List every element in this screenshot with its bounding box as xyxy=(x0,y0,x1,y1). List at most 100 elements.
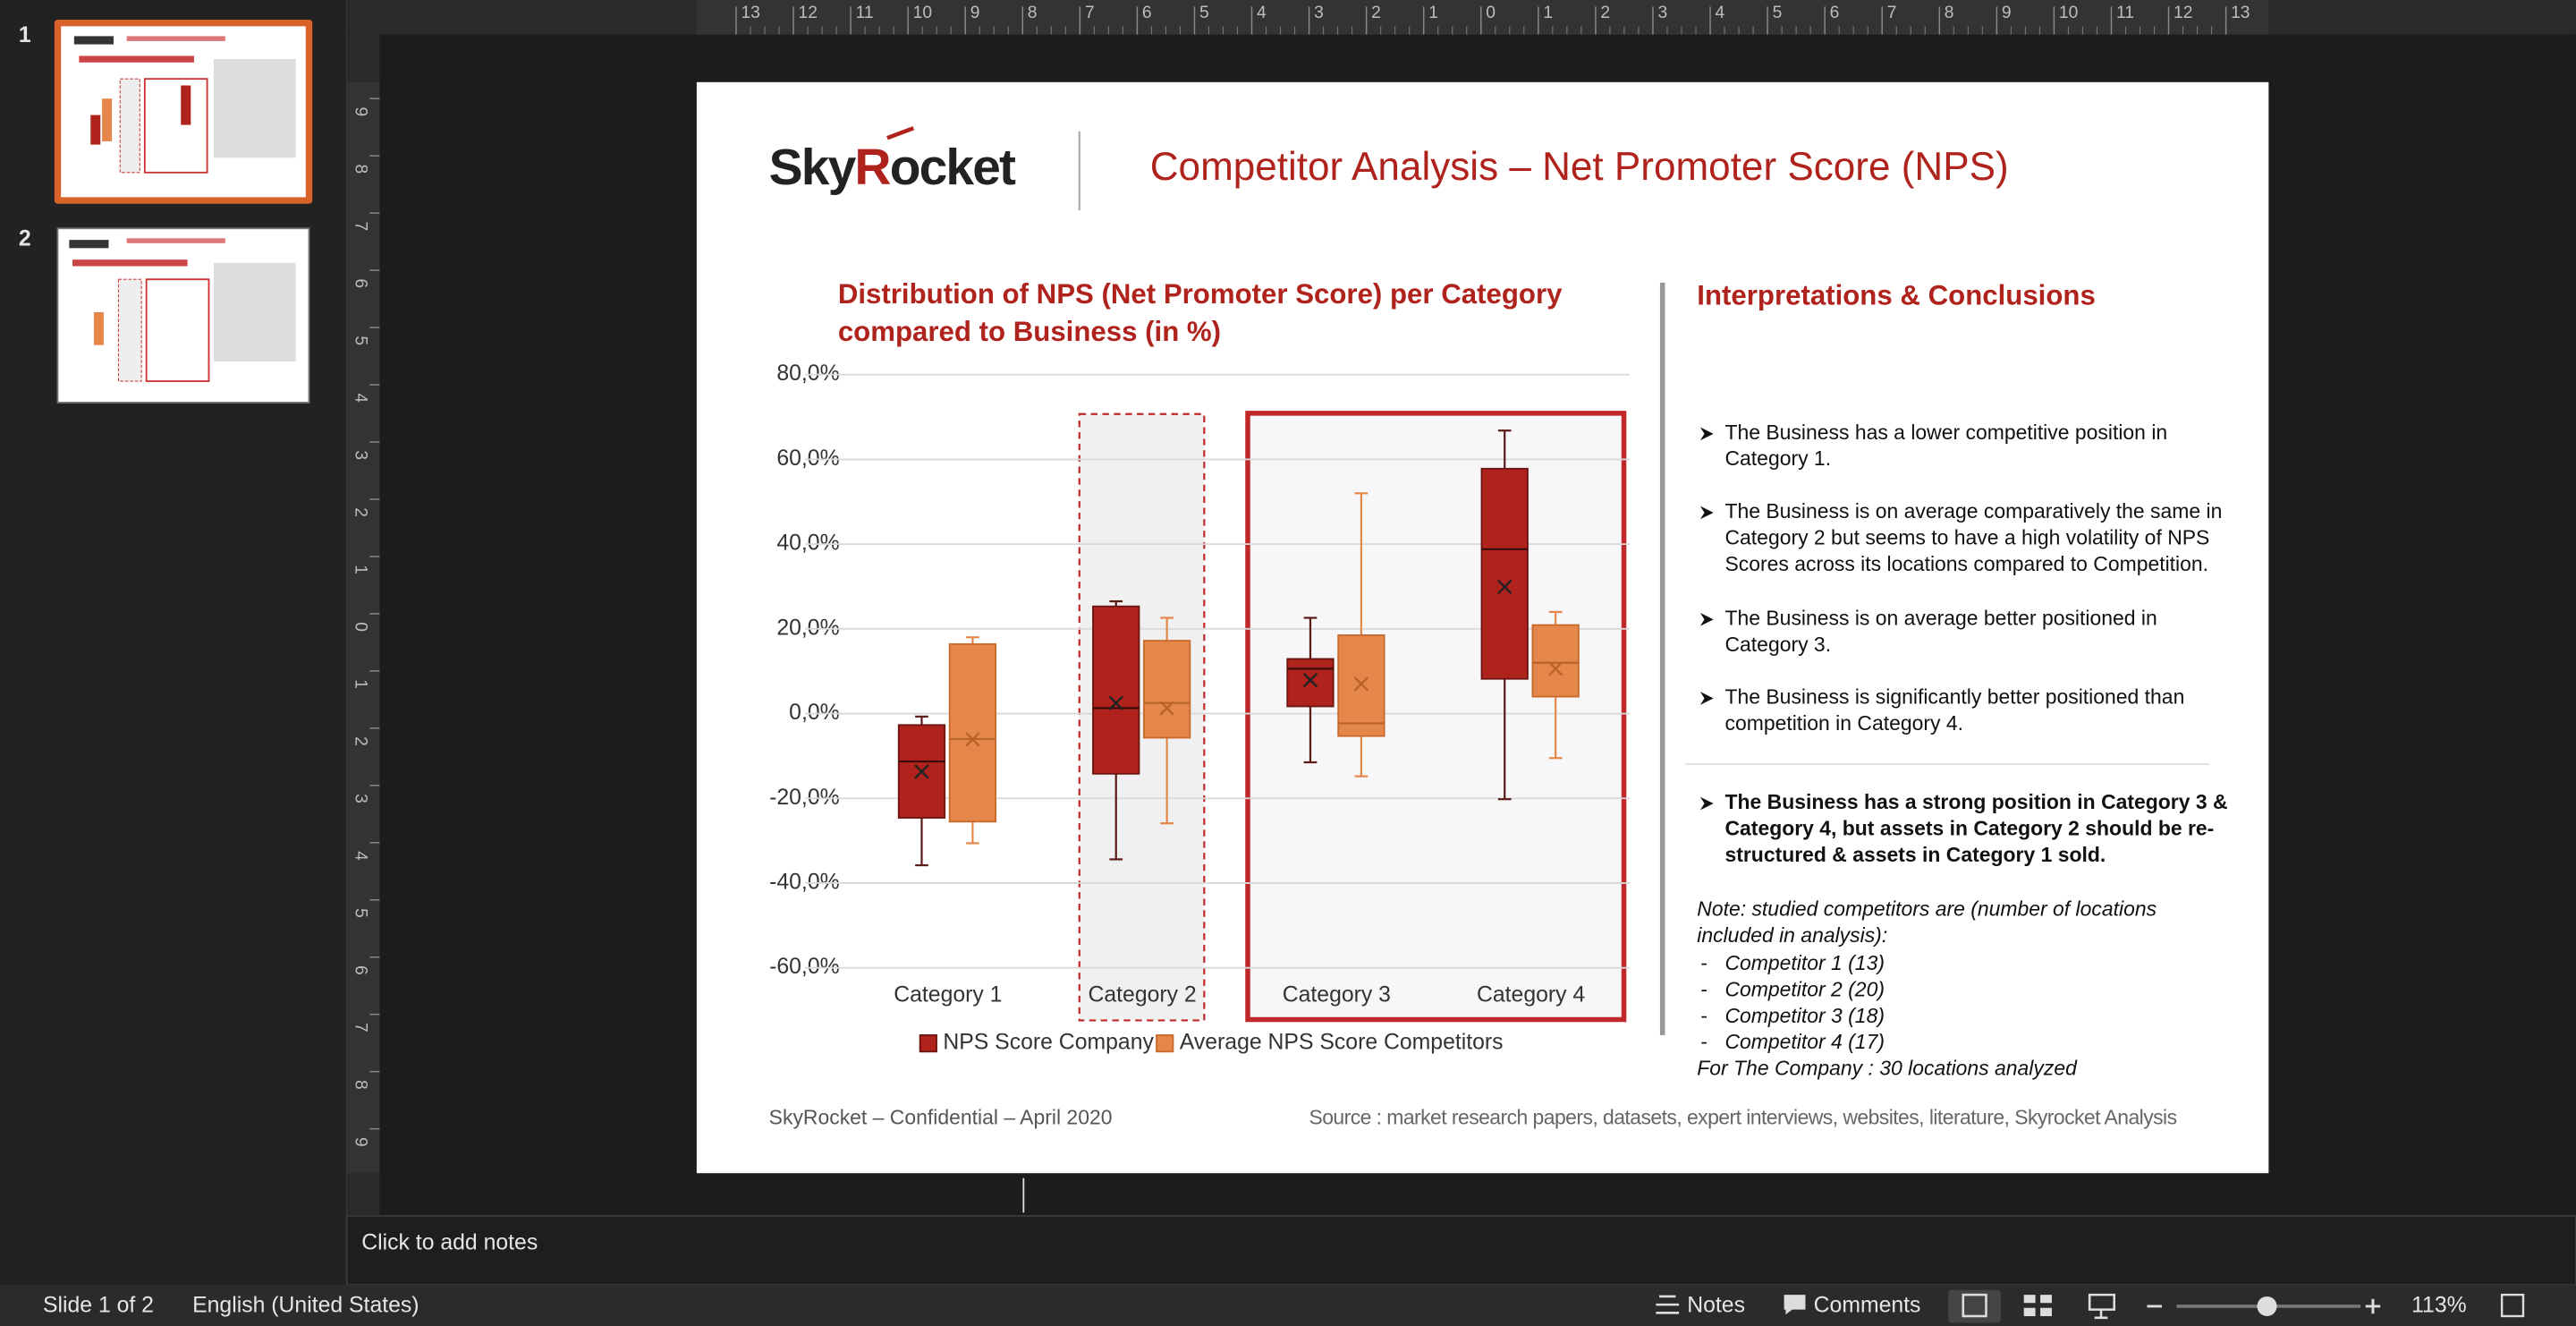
ruler-label: 2 xyxy=(1371,4,1381,22)
ruler-slide-span xyxy=(346,81,380,1174)
ruler-label: 12 xyxy=(2174,4,2192,22)
language[interactable]: English (United States) xyxy=(192,1294,419,1318)
ruler-label: 7 xyxy=(1085,4,1095,22)
box-plot xyxy=(948,636,997,845)
mean-marker xyxy=(1108,695,1123,710)
note-marker: - xyxy=(1700,977,1707,1000)
note-marker: - xyxy=(1700,951,1707,974)
notes-icon xyxy=(1656,1295,1680,1314)
conclusion-text: structured & assets in Category 1 sold. xyxy=(1724,843,2106,866)
ruler-label: 5 xyxy=(1773,4,1783,22)
slide-navigator xyxy=(0,0,347,1286)
comments-button[interactable]: Comments xyxy=(1784,1294,1921,1318)
thumb-text xyxy=(213,59,296,158)
box-plot xyxy=(1337,492,1385,778)
thumb-title xyxy=(126,36,225,41)
note-item: Competitor 3 (18) xyxy=(1724,1004,1884,1027)
ruler-label: 10 xyxy=(2059,4,2078,22)
thumb-shape xyxy=(90,115,101,145)
ruler-label: 4 xyxy=(1257,4,1267,22)
ruler-label: 9 xyxy=(970,4,980,22)
mean-marker xyxy=(1159,701,1174,716)
bullet-icon xyxy=(1699,692,1714,705)
ruler-label: 2 xyxy=(351,507,369,517)
slide-indicator: Slide 1 of 2 xyxy=(43,1294,154,1318)
panel-divider xyxy=(1659,282,1665,1035)
ruler-label: 8 xyxy=(1945,4,1954,22)
bullet-text: Scores across its locations compared to … xyxy=(1724,552,2208,575)
note-text: included in analysis): xyxy=(1697,923,1887,947)
ruler-label: 7 xyxy=(351,1023,369,1033)
mean-marker xyxy=(1547,661,1563,676)
footer: SkyRocket – Confidential – April 2020 xyxy=(769,1106,1113,1129)
slide-title: Competitor Analysis – Net Promoter Score… xyxy=(1150,145,2009,189)
notes-label: Notes xyxy=(1687,1294,1745,1318)
logo: SkyRocket xyxy=(769,139,1016,196)
ruler-label: 3 xyxy=(351,450,369,460)
bullet-text: The Business is on average better positi… xyxy=(1724,606,2157,629)
bullet-text: Category 2 but seems to have a high vola… xyxy=(1724,525,2209,548)
ruler-label: 5 xyxy=(351,336,369,345)
thumbnail[interactable] xyxy=(54,20,313,204)
comments-label: Comments xyxy=(1814,1294,1921,1318)
ruler-label: 9 xyxy=(2002,4,2012,22)
fit-button[interactable] xyxy=(2500,1293,2525,1318)
ruler-label: 6 xyxy=(1830,4,1840,22)
bullet-text: competition in Category 4. xyxy=(1724,711,1962,735)
logo-accent xyxy=(886,126,915,140)
zoom-in[interactable] xyxy=(2365,1298,2381,1314)
bullet-text: The Business is on average comparatively… xyxy=(1724,499,2222,523)
ruler-label: 4 xyxy=(351,851,369,861)
thumb-logo xyxy=(69,240,109,249)
source: Source : market research papers, dataset… xyxy=(1309,1106,2176,1129)
thumb-title xyxy=(126,238,225,243)
thumbnail[interactable] xyxy=(56,227,310,404)
status-bar xyxy=(0,1285,2576,1326)
mean-marker xyxy=(965,732,980,747)
sorter-view-button[interactable] xyxy=(2023,1295,2052,1316)
ruler-label: 0 xyxy=(1486,4,1496,22)
ruler-label: 4 xyxy=(351,393,369,403)
bullet-icon xyxy=(1699,796,1714,811)
mean-marker xyxy=(1497,579,1513,595)
note-marker: - xyxy=(1700,1004,1707,1027)
notes-pane[interactable] xyxy=(345,1215,2576,1287)
thumb-logo xyxy=(73,36,114,45)
ruler-label: 13 xyxy=(741,4,759,22)
bullet-text: Category 3. xyxy=(1724,633,1831,656)
box xyxy=(1143,640,1191,739)
ruler-label: 1 xyxy=(351,679,369,689)
ruler-label: 3 xyxy=(351,794,369,803)
y-tick-label: 0,0% xyxy=(789,701,839,725)
ruler-label: 1 xyxy=(1543,4,1553,22)
box-plot xyxy=(1480,429,1529,801)
mean-marker xyxy=(1353,676,1369,692)
thumb-shape xyxy=(145,278,210,382)
ruler-label: 8 xyxy=(351,164,369,174)
note-marker: - xyxy=(1700,1030,1707,1053)
presenter-view-button[interactable] xyxy=(2088,1293,2116,1320)
slide-number: 1 xyxy=(19,23,31,47)
ruler-label: 1 xyxy=(1428,4,1438,22)
ruler-label: 3 xyxy=(1657,4,1667,22)
ruler-label: 7 xyxy=(351,221,369,231)
bullet-icon xyxy=(1699,506,1714,520)
thumb-heading xyxy=(72,259,188,267)
box-plot xyxy=(1531,610,1580,760)
box xyxy=(1092,605,1140,775)
notes-placeholder[interactable]: Click to add notes xyxy=(361,1231,538,1255)
x-tick-label: Category 2 xyxy=(1088,982,1196,1007)
normal-view-button[interactable] xyxy=(1948,1289,2002,1323)
x-tick-label: Category 3 xyxy=(1283,982,1391,1007)
x-tick-label: Category 1 xyxy=(894,982,1002,1007)
zoom-knob[interactable] xyxy=(2257,1296,2277,1316)
y-tick-label: 20,0% xyxy=(776,616,839,640)
ruler-label: 8 xyxy=(351,1080,369,1090)
ruler-label: 9 xyxy=(351,1137,369,1147)
view-icon xyxy=(1962,1293,1987,1318)
note-item: Competitor 1 (13) xyxy=(1724,951,1884,974)
x-tick-label: Category 4 xyxy=(1477,982,1585,1007)
notes-button[interactable]: Notes xyxy=(1656,1294,1745,1318)
legend-swatch xyxy=(919,1034,937,1053)
note-item: Competitor 2 (20) xyxy=(1724,977,1884,1000)
